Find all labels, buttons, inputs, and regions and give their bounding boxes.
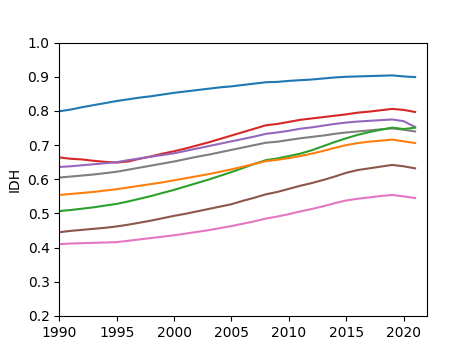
Y-axis label: IDH: IDH bbox=[8, 167, 22, 192]
